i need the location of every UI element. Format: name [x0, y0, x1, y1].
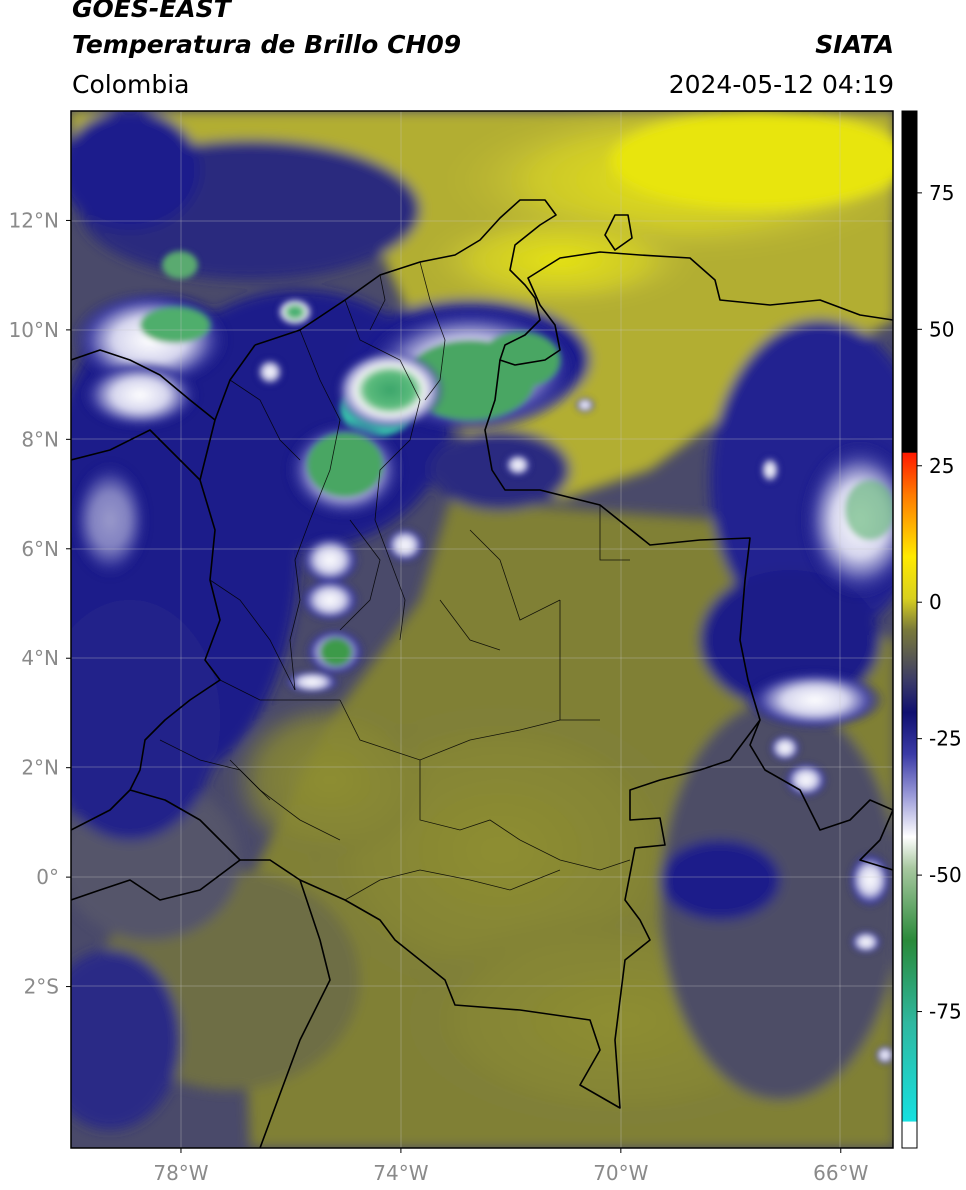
- lon-tick-label: 78°W: [153, 1161, 208, 1185]
- department-borders: [159, 261, 631, 901]
- colorbar-tick-label: 50: [929, 317, 954, 341]
- longitude-axis: 78°W 74°W 70°W 66°W: [153, 1148, 869, 1185]
- lat-tick-label: 6°N: [21, 537, 59, 561]
- country-borders: [71, 199, 893, 1148]
- satellite-image: [71, 111, 893, 1148]
- lat-tick-label: 12°N: [9, 208, 59, 232]
- latitude-axis: 12°N 10°N 8°N 6°N 4°N 2°N 0° 2°S: [9, 208, 71, 999]
- colorbar: [902, 111, 917, 1148]
- product-title: Temperatura de Brillo CH09: [72, 30, 462, 59]
- lat-tick-label: 2°S: [24, 975, 59, 999]
- colorbar-frame: [901, 110, 918, 1149]
- lon-tick-label: 66°W: [813, 1161, 868, 1185]
- lat-tick-label: 8°N: [21, 427, 59, 451]
- datetime-label: 2024-05-12 04:19: [668, 70, 894, 99]
- colorbar-axis: 75 50 25 0 -25 -50 -75: [917, 181, 962, 1024]
- lat-tick-label: 0°: [36, 865, 59, 889]
- colorbar-tick-label: 0: [929, 590, 942, 614]
- map-frame: [70, 110, 894, 1149]
- colorbar-tick-label: 75: [929, 181, 954, 205]
- lat-tick-label: 2°N: [21, 756, 59, 780]
- satellite-title: GOES-EAST: [72, 0, 231, 23]
- lon-tick-label: 74°W: [373, 1161, 428, 1185]
- colorbar-tick-label: -75: [929, 1000, 962, 1024]
- lat-tick-label: 10°N: [9, 318, 59, 342]
- colorbar-tick-label: 25: [929, 454, 954, 478]
- region-label: Colombia: [72, 70, 190, 99]
- lon-tick-label: 70°W: [593, 1161, 648, 1185]
- colorbar-tick-label: -25: [929, 727, 962, 751]
- lat-tick-label: 4°N: [21, 646, 59, 670]
- brand-label: SIATA: [815, 30, 894, 59]
- colorbar-tick-label: -50: [929, 863, 962, 887]
